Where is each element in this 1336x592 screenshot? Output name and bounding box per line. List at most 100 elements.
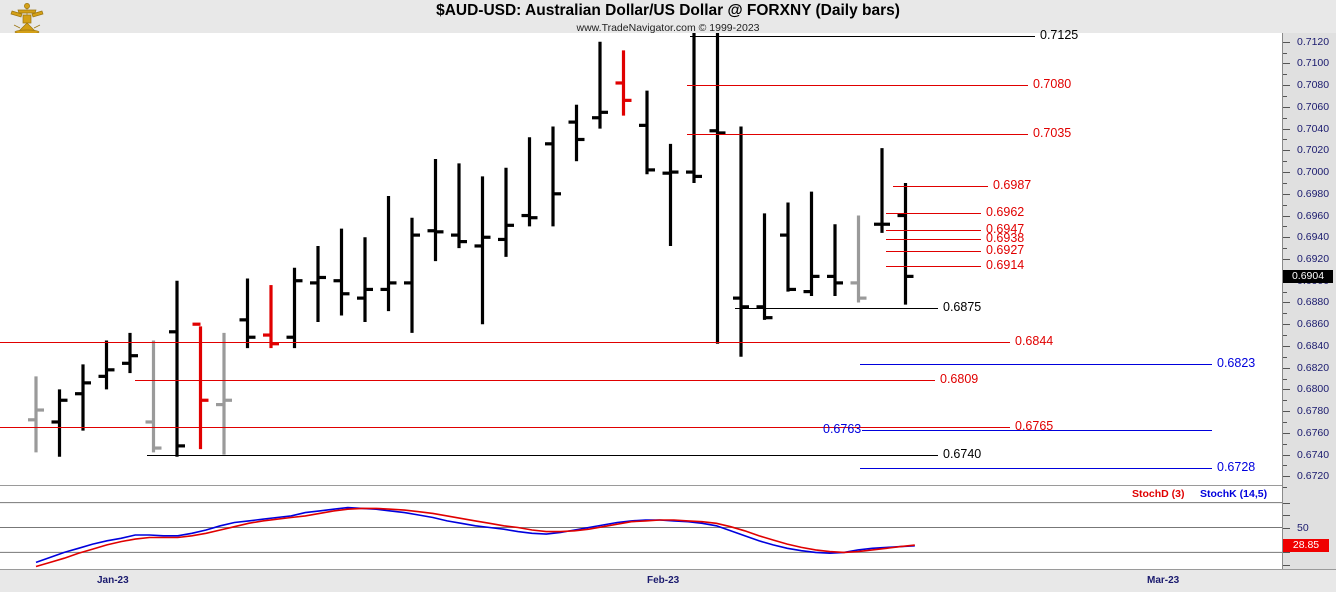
price-level-label[interactable]: 0.6987 bbox=[993, 178, 1032, 193]
price-axis-tick-mark bbox=[1283, 302, 1290, 303]
price-axis-minor-tick bbox=[1283, 422, 1287, 423]
price-level-label[interactable]: 0.6763 bbox=[823, 421, 862, 436]
price-level-label[interactable]: 0.6914 bbox=[986, 257, 1025, 272]
ohlc-bar bbox=[169, 280, 185, 457]
price-level-line bbox=[687, 134, 1028, 135]
ohlc-bar bbox=[357, 237, 373, 323]
price-level-line bbox=[886, 213, 981, 214]
price-axis-tick-mark bbox=[1283, 476, 1290, 477]
ohlc-bar bbox=[780, 202, 796, 292]
stochastic-series bbox=[35, 506, 915, 564]
price-level-line bbox=[735, 308, 938, 309]
price-axis-minor-tick bbox=[1283, 335, 1287, 336]
ohlc-bar bbox=[451, 163, 467, 249]
stochastic-curves-layer bbox=[0, 502, 1282, 568]
price-level-label[interactable]: 0.6875 bbox=[943, 299, 982, 314]
price-level-line bbox=[886, 239, 981, 240]
price-level-label[interactable]: 0.6809 bbox=[940, 371, 979, 386]
price-level-label[interactable]: 0.7125 bbox=[1040, 28, 1079, 43]
stochastic-axis-tick-mark bbox=[1283, 515, 1290, 516]
stochastic-axis-tick-mark bbox=[1283, 552, 1290, 553]
price-level-line bbox=[147, 455, 938, 456]
ohlc-bar bbox=[333, 228, 350, 316]
price-axis-tick-mark bbox=[1283, 42, 1290, 43]
stochastic-axis-tick-mark bbox=[1283, 528, 1290, 529]
price-level-label[interactable]: 0.6844 bbox=[1015, 333, 1054, 348]
ohlc-bar bbox=[686, 33, 702, 183]
price-axis-tick-mark bbox=[1283, 237, 1290, 238]
ohlc-bar bbox=[51, 389, 68, 457]
price-level-line bbox=[860, 364, 1212, 365]
price-axis-tick-label: 0.6760 bbox=[1297, 426, 1330, 439]
price-axis-tick-label: 0.6980 bbox=[1297, 187, 1330, 200]
price-axis-minor-tick bbox=[1283, 465, 1287, 466]
price-axis-tick-mark bbox=[1283, 172, 1290, 173]
price-level-line bbox=[0, 427, 1010, 428]
stochastic-pane[interactable]: StochD (3) StochK (14,5) bbox=[0, 486, 1282, 570]
price-axis-tick-label: 0.6720 bbox=[1297, 470, 1330, 483]
price-axis-tick-label: 0.7000 bbox=[1297, 166, 1330, 179]
price-level-line bbox=[0, 342, 1010, 343]
price-axis-tick-label: 0.6940 bbox=[1297, 231, 1330, 244]
price-axis-tick-label: 0.6800 bbox=[1297, 383, 1330, 396]
price-level-line bbox=[687, 85, 1028, 86]
ohlc-bar bbox=[474, 176, 491, 325]
ohlc-bar bbox=[145, 340, 162, 453]
price-level-label[interactable]: 0.7080 bbox=[1033, 77, 1072, 92]
ohlc-bar bbox=[380, 195, 397, 312]
price-level-label[interactable]: 0.6938 bbox=[986, 231, 1025, 246]
price-level-line bbox=[860, 468, 1212, 469]
price-axis-tick-mark bbox=[1283, 324, 1290, 325]
price-axis-tick-mark bbox=[1283, 433, 1290, 434]
ohlc-bar bbox=[521, 137, 538, 227]
price-level-label[interactable]: 0.6728 bbox=[1217, 459, 1256, 474]
price-level-label[interactable]: 0.6927 bbox=[986, 243, 1025, 258]
price-axis-tick-mark bbox=[1283, 194, 1290, 195]
price-axis-tick-mark bbox=[1283, 63, 1290, 64]
price-chart-pane[interactable]: 0.7125 0.7080 0.7035 0.6987 0.6962 0.6947 0.69… bbox=[0, 29, 1282, 514]
ohlc-bar bbox=[498, 167, 514, 257]
time-axis: Jan-23 Feb-23 Mar-23 bbox=[0, 569, 1336, 592]
ohlc-bar bbox=[639, 90, 655, 175]
price-level-line bbox=[886, 266, 981, 267]
ohlc-bar bbox=[803, 191, 820, 296]
price-level-label[interactable]: 0.6962 bbox=[986, 205, 1025, 220]
stochastic-axis-tick-mark bbox=[1283, 503, 1290, 504]
ohlc-bar bbox=[404, 217, 420, 333]
ohlc-bar bbox=[592, 41, 608, 129]
price-axis-tick-label: 0.7040 bbox=[1297, 122, 1330, 135]
price-axis-tick-mark bbox=[1283, 85, 1290, 86]
stochastic-axis-tick-label: 50 bbox=[1297, 521, 1309, 534]
ohlc-bar bbox=[216, 332, 232, 455]
price-level-label[interactable]: 0.6823 bbox=[1217, 356, 1256, 371]
ohlc-bar bbox=[733, 126, 749, 357]
price-axis-tick-label: 0.6820 bbox=[1297, 361, 1330, 374]
price-level-label[interactable]: 0.6740 bbox=[943, 446, 982, 461]
ohlc-bar bbox=[662, 143, 679, 246]
price-axis-tick-mark bbox=[1283, 346, 1290, 347]
price-axis-tick-mark bbox=[1283, 368, 1290, 369]
price-level-label[interactable]: 0.6947 bbox=[986, 221, 1025, 236]
current-stochastic-tag: 28.85 bbox=[1283, 539, 1329, 553]
current-price-tag: 0.6904 bbox=[1283, 270, 1333, 284]
price-axis-minor-tick bbox=[1283, 96, 1287, 97]
price-axis-minor-tick bbox=[1283, 292, 1287, 293]
price-axis-tick-mark bbox=[1283, 389, 1290, 390]
price-axis-tick-label: 0.7020 bbox=[1297, 144, 1330, 157]
price-axis-tick-mark bbox=[1283, 150, 1290, 151]
ohlc-bar bbox=[850, 215, 867, 303]
price-axis-tick-label: 0.7120 bbox=[1297, 35, 1330, 48]
price-axis-tick-label: 0.7100 bbox=[1297, 57, 1330, 70]
price-level-label[interactable]: 0.6765 bbox=[1015, 419, 1054, 434]
price-level-label[interactable]: 0.7035 bbox=[1033, 126, 1072, 141]
price-axis[interactable]: 0.7120 0.7100 0.7080 0.7060 0.7040 0.7020 0.70… bbox=[1282, 33, 1336, 569]
ohlc-bar bbox=[286, 267, 303, 349]
ohlc-bar bbox=[709, 33, 726, 344]
price-axis-minor-tick bbox=[1283, 444, 1287, 445]
ohlc-bar bbox=[310, 245, 326, 323]
ohlc-bar bbox=[545, 126, 561, 227]
price-level-line bbox=[690, 36, 1035, 37]
price-axis-tick-label: 0.6740 bbox=[1297, 448, 1330, 461]
price-axis-tick-mark bbox=[1283, 411, 1290, 412]
